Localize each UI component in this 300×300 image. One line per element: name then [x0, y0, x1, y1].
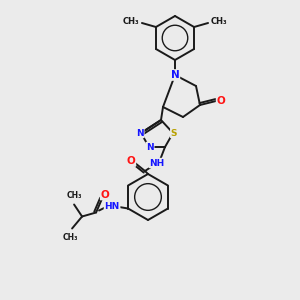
Text: CH₃: CH₃	[62, 232, 78, 242]
Text: CH₃: CH₃	[211, 17, 228, 26]
Text: N: N	[171, 70, 179, 80]
Text: O: O	[217, 96, 225, 106]
Text: CH₃: CH₃	[122, 17, 139, 26]
Text: HN: HN	[104, 202, 120, 211]
Text: NH: NH	[149, 158, 165, 167]
Text: O: O	[101, 190, 110, 200]
Text: S: S	[171, 128, 177, 137]
Text: N: N	[146, 142, 154, 152]
Text: O: O	[127, 156, 135, 166]
Text: CH₃: CH₃	[66, 190, 82, 200]
Text: N: N	[136, 128, 144, 137]
